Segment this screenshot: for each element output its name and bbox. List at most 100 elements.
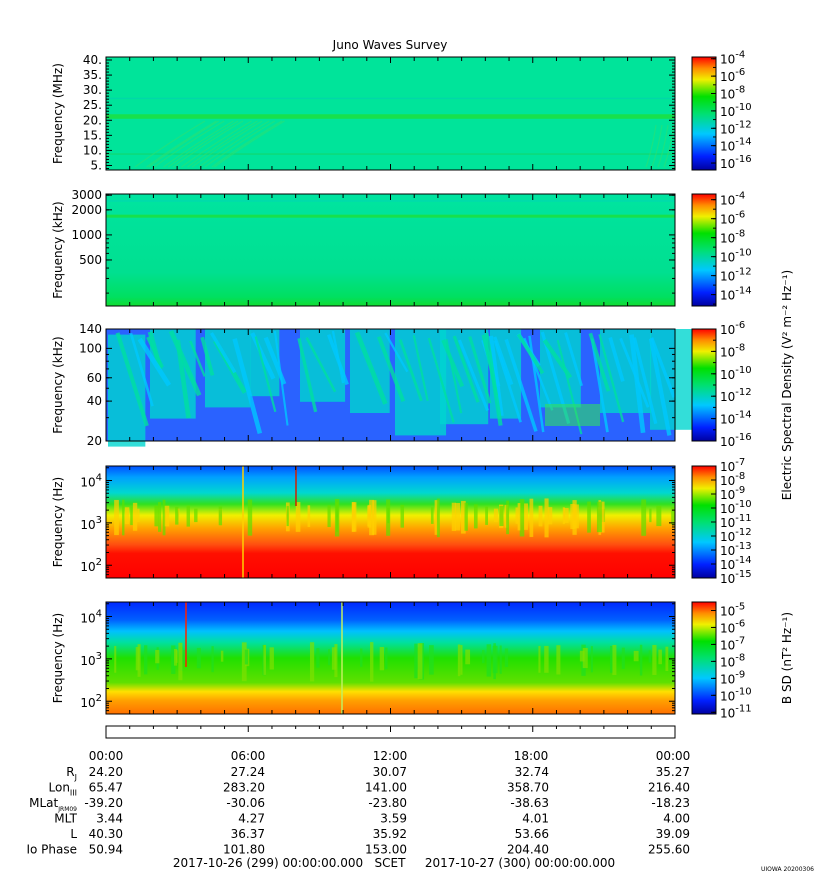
ephemeris-value: 153.00 <box>365 843 407 857</box>
colorbar-tick-label: 10-11 <box>720 703 752 720</box>
ephemeris-label: RJ <box>66 765 77 782</box>
colorbar-tick-label: 10-12 <box>720 267 752 284</box>
y-axis-label: Frequency (kHz) <box>51 201 65 298</box>
colorbar-tick-label: 10-5 <box>720 601 745 618</box>
colorbar-tick-label: 10-15 <box>720 569 752 586</box>
colorbar-tick-label: 10-4 <box>720 191 745 208</box>
ephemeris-value: 4.27 <box>238 812 265 826</box>
time-range-start: 2017-10-26 (299) 00:00:00.000 <box>173 856 363 870</box>
colorbar-tick-label: 10-8 <box>720 342 745 359</box>
colorbar-gradient <box>691 601 717 715</box>
ephemeris-value: 40.30 <box>89 827 123 841</box>
y-tick-label: 1000 <box>71 228 102 242</box>
y-tick-label: 102 <box>80 557 102 574</box>
y-tick-label: 5. <box>91 158 102 172</box>
ephemeris-value: 30.07 <box>373 765 407 779</box>
ephemeris-value: 4.01 <box>522 812 549 826</box>
ephemeris-value: 50.94 <box>89 843 123 857</box>
colorbar-tick-label: 10-16 <box>720 432 752 449</box>
time-tick-label: 00:00 <box>89 749 124 763</box>
y-tick-label: 140 <box>79 322 102 336</box>
colorbar-tick-label: 10-16 <box>720 154 752 171</box>
colorbar-tick-label: 10-8 <box>720 229 745 246</box>
colorbar-tick-label: 10-14 <box>720 137 752 154</box>
ephemeris-value: 35.27 <box>656 765 690 779</box>
time-tick-label: 06:00 <box>231 749 266 763</box>
ephemeris-label: LonIII <box>49 781 78 798</box>
colorbar-hfr-low: 10-4 10-6 10-8 10-10 10-12 10-14 <box>691 191 752 307</box>
y-tick-label: 15. <box>83 128 102 142</box>
colorbar-label: B SD (nT² Hz⁻¹) <box>780 612 794 704</box>
y-tick-label: 2000 <box>71 203 102 217</box>
colorbar-tick-label: 10-6 <box>720 67 745 84</box>
colorbar-tick-label: 10-10 <box>720 102 752 119</box>
time-tick-label: 12:00 <box>373 749 408 763</box>
ephemeris-value: -30.06 <box>226 796 265 810</box>
ephemeris-label: MLatJRM09 <box>29 796 77 813</box>
ephemeris-value: 27.24 <box>231 765 265 779</box>
panel-lfr-b: 104 103 102 Frequency (Hz) <box>51 601 676 715</box>
spectrogram-panels: 40.35.30.25.20.15.10.5. Frequency (MHz) 30… <box>51 53 696 715</box>
ephemeris-value: 53.66 <box>515 827 549 841</box>
y-tick-label: 104 <box>80 473 102 490</box>
colorbar-tick-label: 10-8 <box>720 652 745 669</box>
colorbar-tick-label: 10-10 <box>720 365 752 382</box>
ephemeris-label: L <box>70 827 77 841</box>
colorbar-lfr-high: 10-6 10-8 10-10 10-12 10-14 10-16 Electric Spe… <box>691 270 794 500</box>
colorbar-tick-label: 10-12 <box>720 119 752 136</box>
ephemeris-value: 101.80 <box>223 843 265 857</box>
chart-title: Juno Waves Survey <box>332 38 448 52</box>
y-tick-label: 104 <box>80 609 102 626</box>
y-axis-label: Frequency (kHz) <box>51 336 65 433</box>
ephemeris-value: 24.20 <box>89 765 123 779</box>
y-axis-label: Frequency (Hz) <box>51 613 65 704</box>
y-tick-label: 20 <box>87 434 102 448</box>
colorbar-tick-label: 10-4 <box>720 50 745 67</box>
colorbar-gradient <box>691 193 717 307</box>
ephemeris-value: 204.40 <box>507 843 549 857</box>
ephemeris-value: 255.60 <box>648 843 690 857</box>
colorbar-tick-label: 10-9 <box>720 669 745 686</box>
ephemeris-value: 216.40 <box>648 781 690 795</box>
ephemeris-value: -23.80 <box>368 796 407 810</box>
ephemeris-value: 358.70 <box>507 781 549 795</box>
ephemeris-value: 3.59 <box>380 812 407 826</box>
ephemeris-table: RJ 24.20 27.24 30.07 32.74 35.27 LonIII 65.47 28… <box>26 765 690 857</box>
software-credit: UIOWA 20200306 <box>761 866 814 873</box>
y-tick-label: 102 <box>80 693 102 710</box>
panel-lfr-high: 140 100 60 40 20 Frequency (kHz) <box>51 322 696 448</box>
colorbar-gradient <box>691 56 717 171</box>
time-frame-label: SCET <box>375 856 407 870</box>
y-tick-label: 40. <box>83 53 102 67</box>
y-axis-label: Frequency (MHz) <box>51 63 65 164</box>
colorbar-gradient <box>691 328 717 442</box>
y-tick-label: 35. <box>83 68 102 82</box>
ephemeris-value: 65.47 <box>89 781 123 795</box>
ephemeris-value: 3.44 <box>96 812 123 826</box>
time-axis: 00:00 06:00 12:00 18:00 00:00 <box>89 725 691 763</box>
y-tick-label: 103 <box>80 651 102 668</box>
y-tick-label: 25. <box>83 98 102 112</box>
y-tick-label: 60 <box>87 371 102 385</box>
y-tick-label: 10. <box>83 143 102 157</box>
colorbar-tick-label: 10-12 <box>720 387 752 404</box>
y-tick-label: 500 <box>79 253 102 267</box>
colorbar-tick-label: 10-10 <box>720 686 752 703</box>
colorbar-tick-label: 10-14 <box>720 410 752 427</box>
ephemeris-value: 283.20 <box>223 781 265 795</box>
y-tick-label: 100 <box>79 341 102 355</box>
time-tick-label: 00:00 <box>656 749 691 763</box>
ephemeris-value: 35.92 <box>373 827 407 841</box>
y-tick-label: 40 <box>87 394 102 408</box>
y-tick-label: 30. <box>83 83 102 97</box>
colorbars: 10-410-610-810-1010-1210-1410-1610-410-6… <box>691 50 794 720</box>
colorbar-tick-label: 10-6 <box>720 210 745 227</box>
time-range-end: 2017-10-27 (300) 00:00:00.000 <box>425 856 615 870</box>
ephemeris-label: Io Phase <box>26 843 77 857</box>
ephemeris-value: 4.00 <box>663 812 690 826</box>
colorbar-tick-label: 10-6 <box>720 618 745 635</box>
